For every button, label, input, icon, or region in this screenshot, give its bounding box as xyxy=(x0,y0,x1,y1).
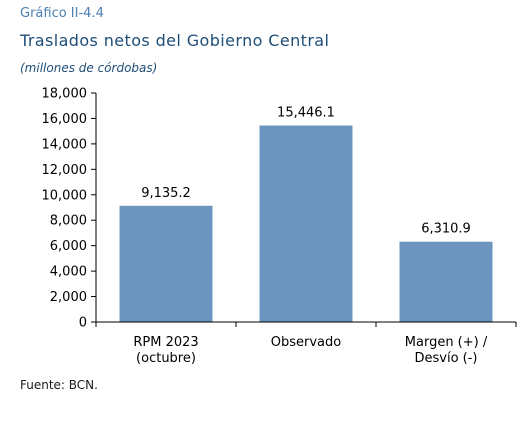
bar xyxy=(399,241,493,322)
y-tick-label: 14,000 xyxy=(42,137,88,152)
bar xyxy=(259,125,353,323)
y-tick-label: 10,000 xyxy=(42,188,88,203)
y-tick-label: 16,000 xyxy=(42,112,88,127)
bar-value-label: 9,135.2 xyxy=(141,186,191,201)
bar-value-label: 15,446.1 xyxy=(277,105,335,120)
chart-subtitle: (millones de córdobas) xyxy=(20,61,158,75)
y-tick-label: 0 xyxy=(79,316,87,331)
y-tick-label: 12,000 xyxy=(42,163,88,178)
x-category-label: Margen (+) / xyxy=(405,335,488,350)
x-category-label: Observado xyxy=(271,335,342,350)
y-axis: 0 2,000 4,000 6,000 8,000 10,000 12,000 14,000 1… xyxy=(42,87,97,331)
x-category-label: RPM 2023 xyxy=(133,335,198,350)
x-axis: RPM 2023(octubre) Observado Margen (+) /De… xyxy=(95,321,517,366)
bar xyxy=(119,205,213,322)
y-tick-label: 18,000 xyxy=(42,87,88,102)
figure-label: Gráfico II-4.4 xyxy=(20,6,104,21)
y-tick-label: 6,000 xyxy=(50,239,87,254)
source-note: Fuente: BCN. xyxy=(20,378,98,392)
y-tick-label: 8,000 xyxy=(50,214,87,229)
y-tick-label: 4,000 xyxy=(50,265,87,280)
y-tick-label: 2,000 xyxy=(50,290,87,305)
bars: 9,135.2 15,446.1 6,310.9 xyxy=(119,105,493,323)
chart-title: Traslados netos del Gobierno Central xyxy=(20,31,330,50)
x-category-label: Desvío (-) xyxy=(414,351,477,366)
x-category-label: (octubre) xyxy=(136,351,196,366)
bar-value-label: 6,310.9 xyxy=(421,222,471,237)
